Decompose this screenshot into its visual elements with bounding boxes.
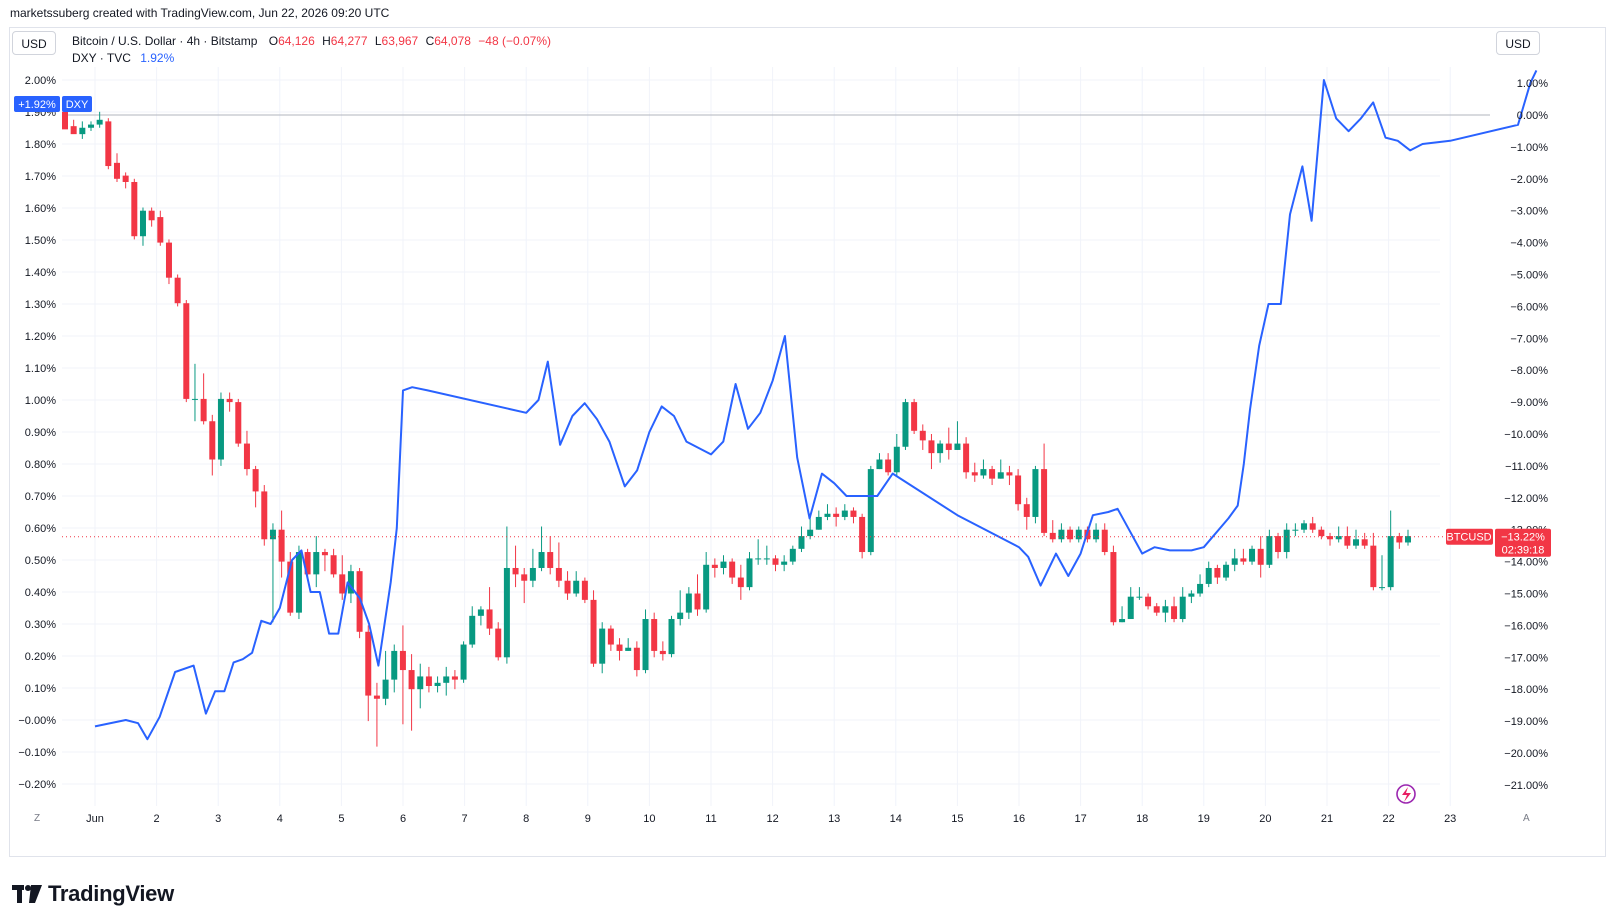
overlay-legend-symbol[interactable]: DXY · TVC: [72, 51, 131, 65]
chart-attribution: marketssuberg created with TradingView.c…: [10, 6, 390, 20]
left-scale-currency-button[interactable]: USD: [12, 31, 56, 55]
legend-high-value: 64,277: [330, 34, 368, 48]
legend-change: −48 (−0.07%): [478, 34, 552, 48]
bottom-left-toggle[interactable]: Z: [34, 813, 41, 824]
auto-scale-toggle[interactable]: A: [1523, 813, 1530, 824]
tradingview-logo[interactable]: TradingView: [12, 878, 174, 910]
legend-open-label: O: [268, 34, 279, 48]
chart-frame: [9, 27, 1606, 857]
legend-symbol[interactable]: Bitcoin / U.S. Dollar · 4h · Bitstamp: [72, 34, 258, 48]
tradingview-logo-text: TradingView: [48, 881, 174, 906]
tradingview-logo-icon: [12, 885, 42, 903]
legend-close-label: C: [425, 34, 435, 48]
legend-low-value: 63,967: [381, 34, 419, 48]
legend-low-label: L: [374, 34, 382, 48]
main-series-legend: Bitcoin / U.S. Dollar · 4h · Bitstamp O6…: [72, 34, 551, 48]
legend-high-label: H: [322, 34, 331, 48]
overlay-series-legend: DXY · TVC 1.92%: [72, 51, 174, 65]
overlay-legend-value: 1.92%: [140, 51, 175, 65]
legend-close-value: 64,078: [434, 34, 471, 48]
right-scale-currency-button[interactable]: USD: [1496, 31, 1540, 55]
legend-open-value: 64,126: [278, 34, 315, 48]
